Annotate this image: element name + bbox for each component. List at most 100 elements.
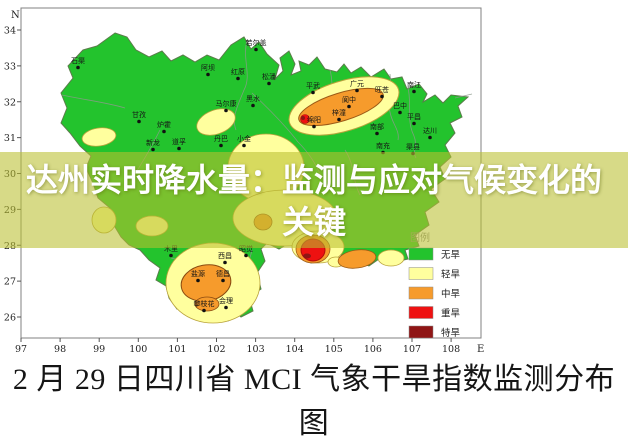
city-label: 马尔康	[216, 99, 237, 108]
city-marker: 黑水	[246, 94, 260, 108]
city-dot	[267, 81, 271, 86]
patch-mid-bottom2	[337, 249, 377, 269]
lon-tick-label: 107	[403, 344, 421, 355]
city-label: 旺苍	[375, 85, 389, 94]
city-label: 炉霍	[157, 120, 171, 129]
city-dot	[169, 253, 173, 258]
city-dot	[347, 104, 351, 109]
city-label: 平武	[306, 81, 320, 90]
city-label: 巴中	[393, 101, 407, 110]
lon-tick-label: 108	[442, 344, 460, 355]
lat-tick-label: 27	[4, 277, 16, 288]
city-label: 阆中	[342, 95, 356, 104]
city-label: 会理	[219, 296, 233, 305]
legend-item-label: 重旱	[441, 308, 461, 320]
city-marker: 达川	[423, 126, 437, 140]
city-label: 黑水	[246, 94, 260, 103]
city-marker: 甘孜	[132, 110, 146, 124]
lon-tick-label: 102	[207, 344, 225, 355]
city-marker: 盐源	[191, 269, 205, 283]
figure-stage: N343332313029282726 97989910010110210310…	[0, 7, 628, 440]
city-dot	[223, 260, 227, 265]
city-marker: 旺苍	[375, 85, 389, 99]
city-marker: 新龙	[146, 138, 160, 152]
city-label: 若尔盖	[246, 38, 267, 47]
city-dot	[312, 124, 316, 129]
city-dot	[380, 94, 384, 99]
city-marker: 阆中	[342, 95, 356, 109]
city-label: 石渠	[71, 56, 85, 65]
city-marker: 炉霍	[157, 120, 171, 134]
legend-item-label: 轻旱	[441, 269, 461, 281]
patch-light-bottom2	[377, 249, 405, 267]
city-marker: 若尔盖	[246, 38, 267, 52]
city-marker: 木里	[164, 244, 178, 258]
city-marker: 巴中	[393, 101, 407, 115]
lon-tick-label: 101	[168, 344, 186, 355]
patch-light-west-edge	[81, 127, 117, 147]
city-label: 南充	[376, 141, 390, 150]
headline-overlay: 达州实时降水量：监测与应对气候变化的 关键	[0, 152, 628, 248]
legend-item-label: 中旱	[441, 288, 461, 300]
city-dot	[224, 108, 228, 113]
city-label: 攀枝花	[194, 299, 215, 308]
legend-swatch	[408, 247, 434, 261]
city-dot	[151, 147, 155, 152]
city-marker: 丹巴	[214, 135, 228, 148]
city-dot	[311, 90, 315, 95]
patch-mid-panzhihua	[194, 296, 220, 312]
drought-patches	[81, 76, 405, 324]
city-dot	[242, 143, 246, 148]
city-marker: 松潘	[262, 72, 276, 86]
city-marker: 南江	[407, 80, 421, 94]
legend-swatch	[408, 325, 434, 339]
lon-tick-label: 105	[325, 344, 343, 355]
city-dot	[224, 305, 228, 310]
patch-extreme-south	[303, 253, 311, 259]
city-label: 小金	[237, 134, 251, 143]
lon-tick-label: 99	[93, 344, 105, 355]
patch-extreme-mianyang	[301, 116, 305, 120]
city-dot	[412, 89, 416, 94]
lon-tick-label: 100	[129, 344, 147, 355]
longitude-axis: 97 98 99 100 101 102 103 104 105 106 107 108 E	[15, 338, 484, 355]
map-legend: 图例无旱轻旱中旱重旱特旱	[408, 231, 461, 339]
lat-tick-label: 33	[4, 61, 16, 72]
city-label: 南江	[407, 80, 421, 89]
city-dot	[177, 146, 181, 151]
headline-line1: 达州实时降水量：监测与应对气候变化的	[25, 162, 602, 198]
city-label: 西昌	[218, 252, 232, 260]
city-label: 南部	[370, 122, 384, 131]
city-dot	[219, 143, 223, 148]
city-marker: 平昌	[407, 113, 421, 126]
city-marker: 道孚	[172, 137, 186, 151]
city-dot	[398, 110, 402, 115]
city-dot	[244, 253, 248, 258]
city-dot	[221, 278, 225, 283]
lon-tick-label: 103	[247, 344, 265, 355]
city-dot	[412, 121, 416, 126]
city-marker: 攀枝花	[194, 299, 215, 313]
east-label: E	[477, 344, 484, 355]
city-dot	[137, 119, 141, 124]
city-marker: 会理	[219, 296, 233, 310]
city-dot	[196, 278, 200, 283]
city-marker: 德昌	[216, 269, 230, 283]
city-marker: 石渠	[71, 56, 85, 70]
lon-tick-label: 97	[15, 344, 27, 355]
city-label: 木里	[164, 244, 178, 253]
city-dot	[355, 88, 359, 93]
city-dot	[162, 129, 166, 134]
city-dot	[375, 131, 379, 136]
headline-line2: 关键	[281, 204, 346, 240]
caption-title: 2 月 29 日四川省 MCI 气象干旱指数监测分布图	[12, 363, 616, 440]
city-label: 松潘	[262, 72, 276, 81]
city-marker: 平武	[306, 81, 320, 95]
lat-tick-label: 31	[4, 133, 16, 144]
lat-tick-label: 32	[4, 97, 16, 108]
lat-tick-label: 34	[4, 26, 16, 37]
lon-tick-label: 104	[286, 344, 304, 355]
north-label: N	[11, 10, 20, 21]
city-dot	[206, 72, 210, 77]
city-marker: 梓潼	[332, 108, 346, 122]
